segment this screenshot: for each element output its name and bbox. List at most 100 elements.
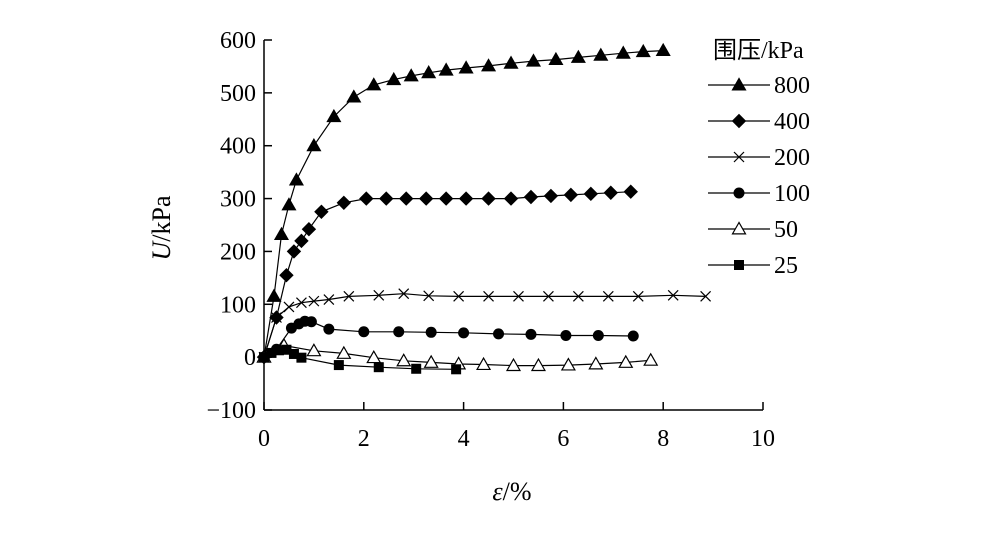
y-tick-label: 600 [220,28,256,54]
data-point-50 [560,357,576,371]
data-point-50 [396,353,412,367]
data-point-50 [306,343,322,357]
data-point-200 [543,290,554,302]
data-point-200 [667,289,679,301]
data-point-25 [373,362,384,373]
x-tick-label: 0 [258,426,270,452]
axes [263,40,763,411]
data-point-200 [572,290,584,302]
series-line-800 [263,50,664,358]
data-point-800 [346,89,362,103]
data-point-400 [523,189,539,205]
legend-marker-100 [733,187,745,199]
data-point-100 [493,328,505,340]
data-point-200 [398,288,410,300]
x-tick-label: 8 [657,426,669,452]
data-point-100 [592,329,604,341]
legend-entry-400: 400 [708,109,810,135]
legend-label: 800 [774,73,810,99]
data-point-800 [503,55,519,69]
data-point-400 [399,191,414,206]
legend-label: 400 [774,109,810,135]
x-tick-label: 6 [557,426,569,452]
data-point-800 [326,108,342,123]
data-point-800 [386,71,402,86]
data-point-400 [286,244,302,259]
data-point-800 [615,45,631,59]
y-tick-label: 400 [220,134,256,160]
legend-entry-800: 800 [708,73,810,99]
data-point-800 [288,172,304,186]
data-point-25 [266,347,277,358]
data-point-800 [306,138,322,152]
data-point-400 [543,188,559,204]
x-tick-label: 4 [458,426,470,452]
data-point-100 [525,328,537,340]
data-point-100 [458,327,470,339]
data-point-800 [273,226,289,240]
data-point-25 [296,352,307,363]
legend-marker-400 [731,113,747,129]
data-point-100 [560,329,572,341]
data-point-400 [379,191,394,206]
data-point-50 [505,357,522,372]
data-point-50 [588,356,604,370]
data-point-200 [632,290,644,302]
data-point-800 [481,58,497,72]
data-point-400 [503,191,519,206]
data-point-200 [423,290,435,302]
legend-label: 200 [774,145,810,171]
y-tick-label: 500 [220,81,256,107]
series-line-400 [263,191,631,358]
x-tick-label: 2 [358,426,370,452]
legend-entry-25: 25 [708,253,798,279]
data-point-800 [366,77,382,91]
data-point-100 [627,330,639,342]
data-point-200 [271,312,282,323]
data-point-800 [525,53,541,67]
data-point-50 [476,356,492,371]
data-point-800 [266,288,282,302]
legend-marker-800 [731,77,747,91]
data-point-25 [288,348,299,359]
data-point-800 [421,65,437,79]
data-point-800 [281,197,297,211]
data-point-800 [570,49,586,63]
data-point-200 [513,290,524,302]
legend-entry-50: 50 [708,217,798,243]
data-point-25 [281,344,292,355]
data-point-100 [358,326,370,338]
y-ticks: −100 0 100 200 300 400 500 600 [206,28,272,424]
legend-marker-200 [733,151,745,163]
y-tick-label: 200 [220,239,256,265]
x-ticks: 0 2 4 6 8 10 [258,402,775,452]
y-tick-label: −100 [206,398,256,424]
x-axis-title: ε/% [492,477,531,506]
legend-label: 50 [774,217,798,243]
data-point-400 [583,186,599,202]
x-tick-label: 10 [751,426,775,452]
data-point-50 [423,354,439,368]
data-point-800 [458,60,474,74]
series-25 [259,344,462,375]
data-point-200 [323,294,335,305]
series-layer [256,42,712,375]
data-point-400 [301,222,317,237]
legend-title: 围压/kPa [713,38,804,64]
data-point-400 [458,191,474,206]
data-point-400 [359,191,374,206]
data-point-25 [333,360,344,371]
data-point-800 [635,43,651,58]
data-point-800 [403,68,419,82]
data-point-100 [425,326,437,338]
data-point-200 [296,297,307,309]
data-point-200 [700,290,712,302]
data-point-100 [323,323,335,335]
data-point-400 [279,268,294,283]
y-tick-label: 100 [220,292,256,318]
y-axis-title: U/kPa [147,195,176,260]
data-point-200 [343,290,355,302]
data-point-25 [411,363,422,374]
data-point-800 [548,51,564,66]
